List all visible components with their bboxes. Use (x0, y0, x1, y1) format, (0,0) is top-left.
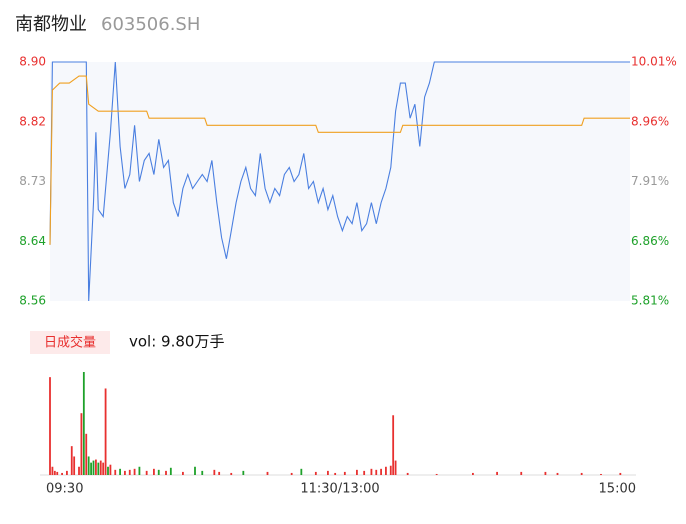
volume-bar (92, 460, 95, 475)
x-tick-label: 11:30/13:00 (300, 482, 379, 497)
volume-bar (544, 471, 547, 475)
volume-bar (153, 468, 155, 475)
volume-bar (85, 433, 88, 475)
y2-tick-label: 8.96% (631, 114, 669, 128)
volume-bar (314, 471, 317, 475)
volume-bar (124, 470, 126, 475)
volume-bar (95, 459, 97, 475)
volume-bar (99, 460, 102, 475)
volume-bar (213, 469, 216, 475)
y-tick-label: 8.56 (19, 294, 46, 308)
volume-bar (109, 464, 112, 475)
y2-tick-label: 6.86% (631, 234, 669, 248)
volume-bar (119, 468, 121, 475)
y2-tick-label: 5.81% (631, 294, 669, 308)
volume-bar (82, 372, 85, 475)
y-tick-label: 8.73 (19, 174, 46, 188)
x-tick-label: 15:00 (599, 482, 636, 497)
y-tick-label: 8.82 (19, 114, 46, 128)
volume-bar (435, 473, 438, 475)
volume-bar (182, 471, 184, 475)
volume-bar (73, 456, 76, 475)
volume-bar (406, 472, 409, 475)
volume-bar (97, 462, 100, 475)
volume-bar (385, 466, 387, 475)
volume-bar (300, 468, 303, 475)
volume-bar (580, 472, 583, 475)
volume-bar (70, 446, 73, 475)
price-line (49, 61, 630, 302)
chart-subtitle: 603506.SH (101, 14, 200, 35)
volume-bar (619, 472, 622, 475)
volume-bar (133, 468, 136, 475)
volume-bar (472, 472, 474, 475)
volume-bar (389, 465, 392, 475)
volume-badge (30, 331, 110, 354)
volume-bar (56, 471, 59, 475)
y2-tick-label: 10.01% (631, 55, 677, 69)
volume-bar (394, 460, 397, 475)
volume-bar (356, 469, 358, 475)
volume-bar (107, 466, 109, 475)
volume-bar (87, 456, 90, 475)
volume-bar (114, 469, 117, 475)
volume-bar (496, 471, 498, 475)
volume-bar (520, 471, 523, 475)
volume-bar (230, 472, 233, 475)
volume-bar (78, 466, 80, 475)
volume-bar (343, 471, 346, 475)
volume-bar (242, 470, 245, 475)
volume-bar (61, 472, 63, 475)
volume-bar (600, 473, 602, 475)
y2-tick-label: 7.91% (631, 174, 669, 188)
volume-bar (290, 472, 293, 475)
volume-bar (90, 462, 92, 475)
volume-text: vol: 9.80万手 (129, 333, 224, 351)
volume-bar (128, 469, 131, 475)
volume-bar (49, 377, 51, 475)
y-tick-label: 8.90 (19, 55, 46, 69)
volume-bar (556, 472, 559, 475)
volume-bar (375, 469, 378, 475)
volume-bar (363, 470, 366, 475)
volume-bar (66, 470, 68, 475)
volume-bar (169, 467, 172, 475)
volume-bar (102, 462, 105, 475)
volume-bar (327, 470, 329, 475)
volume-bar (157, 469, 160, 475)
price-line (49, 75, 630, 245)
y-tick-label: 8.64 (19, 234, 46, 248)
volume-bar (266, 471, 269, 475)
volume-bar (380, 468, 382, 475)
plot-background (50, 62, 630, 301)
volume-bar (51, 466, 54, 475)
volume-bar (104, 388, 107, 475)
chart-title: 南都物业 (15, 14, 87, 35)
volume-bar (218, 471, 221, 475)
volume-label: 日成交量 (44, 335, 96, 351)
volume-bar (194, 466, 196, 475)
volume-bar (145, 470, 148, 475)
volume-bar (165, 470, 167, 475)
volume-bar (53, 470, 56, 475)
volume-bar (370, 468, 373, 475)
volume-bar (392, 415, 395, 475)
volume-bar (334, 472, 337, 475)
x-tick-label: 09:30 (46, 482, 83, 497)
volume-bar (138, 466, 141, 475)
volume-bar (201, 470, 204, 475)
volume-bar (80, 413, 83, 475)
